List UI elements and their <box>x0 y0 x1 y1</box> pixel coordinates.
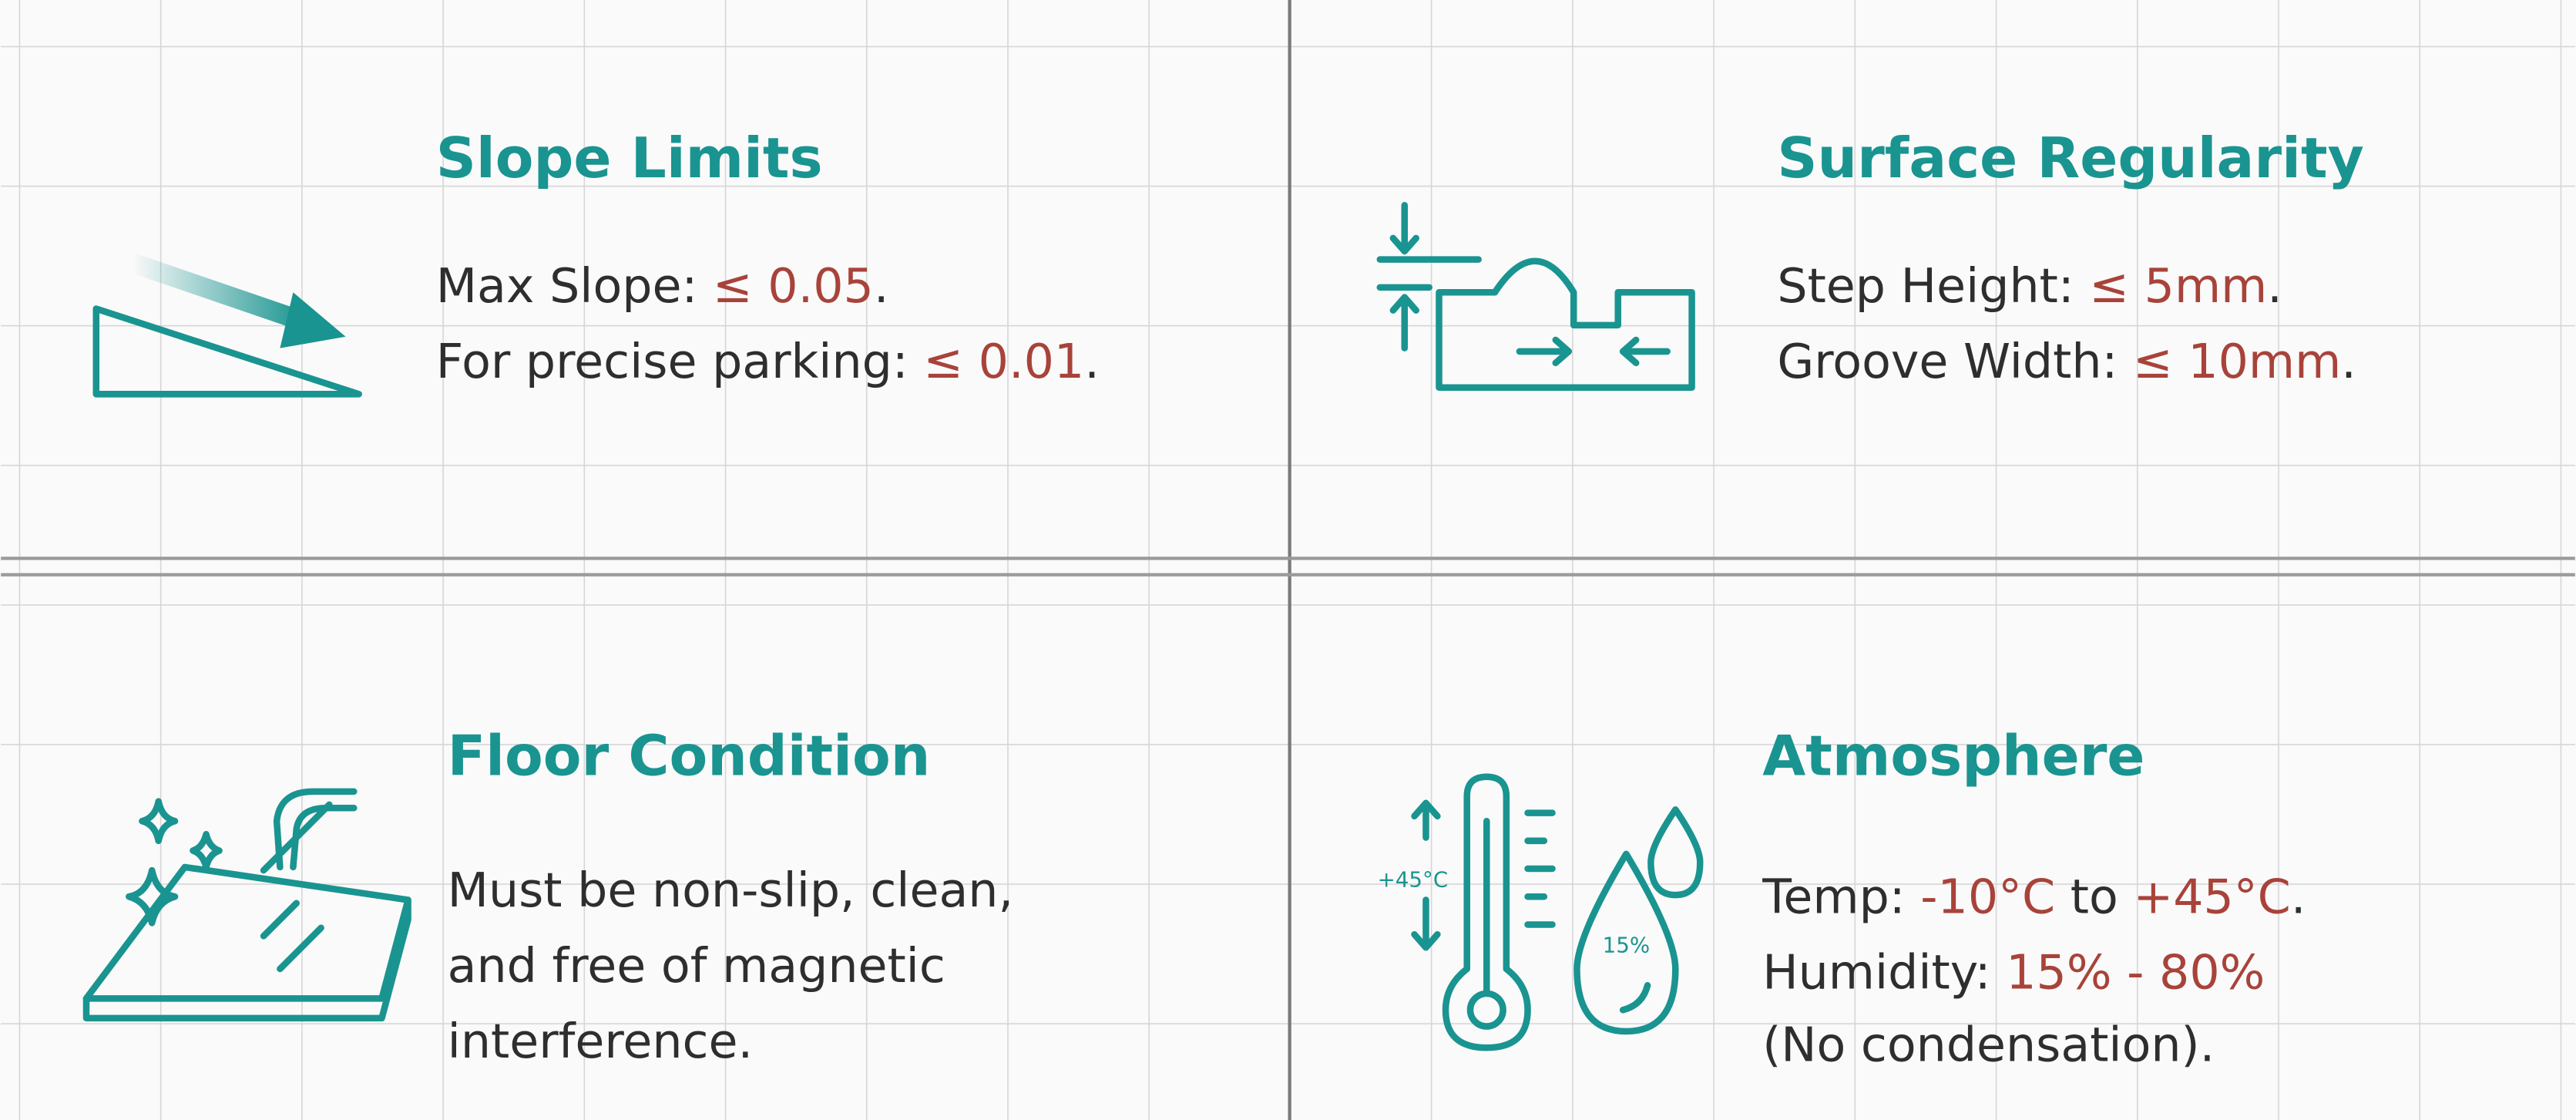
panel-line: Groove Width: ≤ 10mm. <box>1777 334 2356 389</box>
panel-line: (No condensation). <box>1762 1017 2215 1072</box>
text-segment: (No condensation). <box>1762 1017 2215 1072</box>
panel-title: Atmosphere <box>1762 725 2144 789</box>
text-segment: Temp: <box>1762 869 1920 925</box>
highlight-value: 15% - 80% <box>2006 945 2265 1001</box>
text-segment: Humidity: <box>1762 945 2006 1001</box>
highlight-value: ≤ 0.01 <box>923 334 1084 389</box>
highlight-value: -10°C <box>1920 869 2055 925</box>
panel-title: Slope Limits <box>436 126 823 191</box>
text-segment: . <box>2267 258 2282 314</box>
icon-label: 15% <box>1603 933 1651 958</box>
text-segment: and free of magnetic <box>448 938 945 994</box>
text-segment: For precise parking: <box>436 334 924 389</box>
slope-icon <box>92 253 362 398</box>
highlight-value: ≤ 0.05 <box>713 258 874 314</box>
panel-line: and free of magnetic <box>448 938 945 994</box>
floor-icon <box>82 788 411 1022</box>
text-segment: Max Slope: <box>436 258 713 314</box>
panel-line: Must be non-slip, clean, <box>448 863 1013 918</box>
panel-line: Temp: -10°C to +45°C. <box>1762 869 2306 925</box>
panel-title: Floor Condition <box>448 725 931 789</box>
panel-line: interference. <box>448 1014 753 1069</box>
highlight-value: +45°C <box>2133 869 2290 925</box>
panel-title: Surface Regularity <box>1777 126 2363 191</box>
surface-icon <box>1376 202 1695 392</box>
text-segment: . <box>1084 334 1100 389</box>
highlight-value: ≤ 10mm <box>2133 334 2341 389</box>
text-segment: Groove Width: <box>1777 334 2133 389</box>
highlight-value: ≤ 5mm <box>2089 258 2267 314</box>
text-segment: interference. <box>448 1014 753 1069</box>
text-segment: . <box>2291 869 2306 925</box>
panel-line: For precise parking: ≤ 0.01. <box>436 334 1100 389</box>
text-segment: Step Height: <box>1777 258 2089 314</box>
atmosphere-icon: +45°C 15% <box>1378 773 1704 1051</box>
panel-line: Humidity: 15% - 80% <box>1762 945 2265 1001</box>
text-segment: Must be non-slip, clean, <box>448 863 1013 918</box>
text-segment: . <box>2341 334 2356 389</box>
text-segment: . <box>874 258 889 314</box>
text-segment: to <box>2055 869 2133 925</box>
panel-line: Max Slope: ≤ 0.05. <box>436 258 889 314</box>
icon-label: +45°C <box>1378 866 1449 892</box>
panel-line: Step Height: ≤ 5mm. <box>1777 258 2282 314</box>
